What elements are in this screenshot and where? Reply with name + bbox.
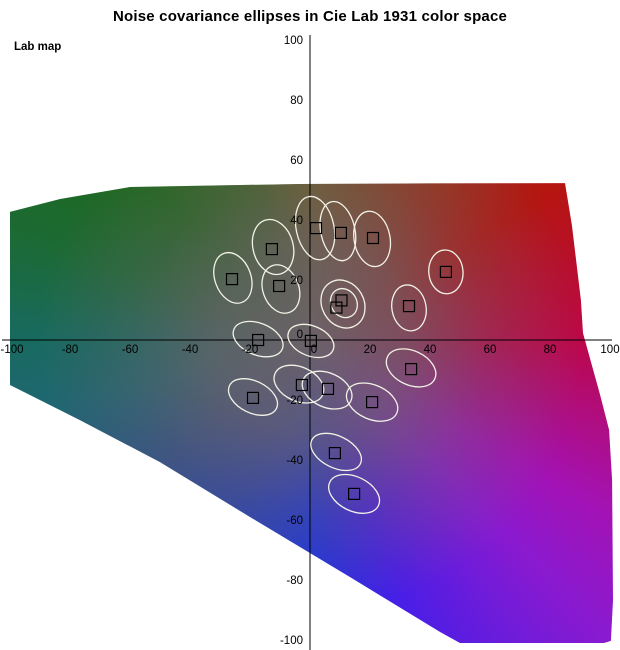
page-title: Noise covariance ellipses in Cie Lab 193… xyxy=(112,8,508,25)
x-tick-label: 0 xyxy=(311,344,317,356)
covariance-ellipse xyxy=(385,348,437,388)
sample-marker xyxy=(405,363,418,376)
covariance-ellipse xyxy=(345,382,399,422)
sample-marker xyxy=(402,300,416,313)
lab-map-label: Lab map xyxy=(14,41,62,53)
x-tick-label: -80 xyxy=(62,344,79,356)
covariance-ellipse xyxy=(391,284,427,332)
sample-marker xyxy=(328,447,341,460)
x-tick-label: -20 xyxy=(242,344,259,356)
sample-marker xyxy=(309,222,323,235)
x-tick-label: 80 xyxy=(544,344,557,356)
sample-marker xyxy=(273,279,286,293)
covariance-ellipse xyxy=(428,249,464,295)
sample-marker xyxy=(335,294,348,307)
x-tick-label: -40 xyxy=(182,344,199,356)
x-tick-label: 40 xyxy=(424,344,437,356)
sample-marker xyxy=(265,243,278,256)
covariance-ellipse xyxy=(353,210,392,268)
sample-marker xyxy=(334,226,347,239)
sample-marker xyxy=(321,382,335,395)
covariance-ellipse xyxy=(294,195,336,261)
y-tick-label: 40 xyxy=(290,215,303,227)
y-tick-label: -20 xyxy=(286,395,303,407)
y-tick-label: -80 xyxy=(286,575,303,587)
y-tick-label: 60 xyxy=(290,155,303,167)
y-tick-label: -40 xyxy=(286,455,303,467)
sample-marker xyxy=(295,378,308,392)
sample-marker xyxy=(348,487,361,500)
y-tick-label: 0 xyxy=(297,329,303,341)
covariance-ellipse xyxy=(227,378,279,416)
covariance-ellipse xyxy=(320,279,366,329)
sample-marker xyxy=(439,265,452,278)
y-tick-label: 80 xyxy=(290,95,303,107)
sample-marker xyxy=(225,273,239,286)
y-tick-label: -60 xyxy=(286,515,303,527)
covariance-ellipse xyxy=(328,473,381,514)
covariance-ellipse xyxy=(287,323,335,359)
covariance-ellipse xyxy=(232,320,284,358)
covariance-ellipse xyxy=(310,432,362,472)
covariance-ellipse xyxy=(213,251,253,304)
sample-marker xyxy=(304,334,317,347)
x-tick-label: -100 xyxy=(0,344,23,356)
y-tick-label: 100 xyxy=(284,35,303,47)
covariance-ellipse xyxy=(261,264,301,314)
sample-marker xyxy=(252,333,265,347)
covariance-ellipse xyxy=(329,287,359,319)
x-tick-label: 20 xyxy=(364,344,377,356)
x-tick-label: 60 xyxy=(484,344,497,356)
y-tick-label: 20 xyxy=(290,275,303,287)
x-tick-label: 100 xyxy=(600,344,619,356)
y-tick-label: -100 xyxy=(280,635,303,647)
x-tick-label: -60 xyxy=(122,344,139,356)
sample-marker xyxy=(246,391,260,404)
sample-marker xyxy=(366,396,379,409)
sample-marker xyxy=(366,231,380,245)
covariance-ellipse xyxy=(251,218,295,276)
